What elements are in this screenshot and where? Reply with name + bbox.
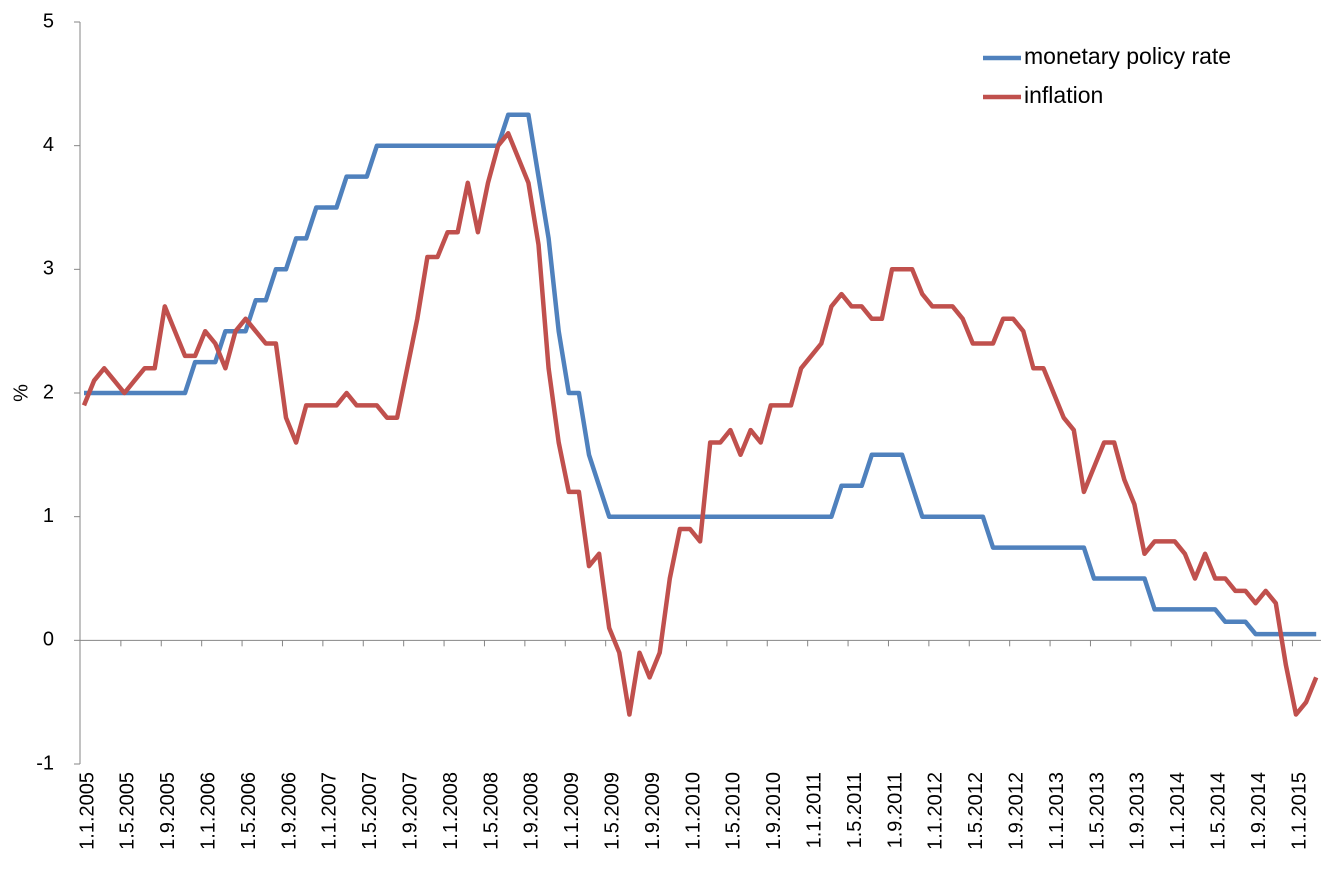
x-tick-label: 1.9.2014 bbox=[1248, 772, 1270, 850]
x-tick-label: 1.1.2010 bbox=[682, 772, 704, 850]
x-tick-label: 1.9.2005 bbox=[157, 772, 179, 850]
x-tick-label: 1.9.2013 bbox=[1127, 772, 1149, 850]
legend-label: monetary policy rate bbox=[1024, 43, 1231, 69]
x-tick-label: 1.9.2010 bbox=[763, 772, 785, 850]
x-tick-label: 1.1.2013 bbox=[1046, 772, 1068, 850]
x-tick-label: 1.5.2012 bbox=[965, 772, 987, 850]
x-tick-label: 1.9.2008 bbox=[521, 772, 543, 850]
x-tick-label: 1.9.2006 bbox=[278, 772, 300, 850]
x-tick-label: 1.1.2015 bbox=[1288, 772, 1310, 850]
x-tick-label: 1.1.2014 bbox=[1167, 772, 1189, 850]
x-tick-label: 1.5.2011 bbox=[844, 772, 866, 848]
x-tick-label: 1.1.2005 bbox=[76, 772, 98, 850]
y-tick-label: 0 bbox=[43, 629, 54, 651]
x-tick-label: 1.5.2009 bbox=[601, 772, 623, 850]
x-tick-label: 1.9.2012 bbox=[1005, 772, 1027, 850]
x-tick-label: 1.5.2013 bbox=[1086, 772, 1108, 850]
x-tick-label: 1.5.2010 bbox=[723, 772, 745, 850]
x-tick-label: 1.5.2008 bbox=[480, 772, 502, 850]
y-tick-label: -1 bbox=[36, 752, 54, 774]
series-line bbox=[84, 112, 1317, 637]
y-tick-label: 5 bbox=[43, 10, 54, 32]
x-tick-label: 1.1.2006 bbox=[197, 772, 219, 850]
x-tick-label: 1.1.2007 bbox=[319, 772, 341, 850]
y-axis-label: % bbox=[10, 384, 32, 402]
series-line bbox=[81, 131, 1319, 717]
x-tick-label: 1.5.2007 bbox=[359, 772, 381, 850]
x-tick-label: 1.1.2009 bbox=[561, 772, 583, 850]
x-tick-label: 1.1.2008 bbox=[440, 772, 462, 850]
x-tick-label: 1.9.2009 bbox=[642, 772, 664, 850]
x-tick-label: 1.9.2011 bbox=[884, 772, 906, 848]
y-tick-label: 4 bbox=[43, 134, 54, 156]
x-tick-label: 1.5.2006 bbox=[238, 772, 260, 850]
x-tick-label: 1.9.2007 bbox=[399, 772, 421, 850]
x-tick-label: 1.1.2011 bbox=[803, 772, 825, 848]
y-tick-label: 3 bbox=[43, 258, 54, 280]
x-tick-label: 1.5.2005 bbox=[117, 772, 139, 850]
x-tick-label: 1.5.2014 bbox=[1207, 772, 1229, 850]
legend-label: inflation bbox=[1024, 82, 1103, 108]
y-tick-label: 1 bbox=[43, 505, 54, 527]
y-tick-label: 2 bbox=[43, 381, 54, 403]
x-tick-label: 1.1.2012 bbox=[925, 772, 947, 850]
